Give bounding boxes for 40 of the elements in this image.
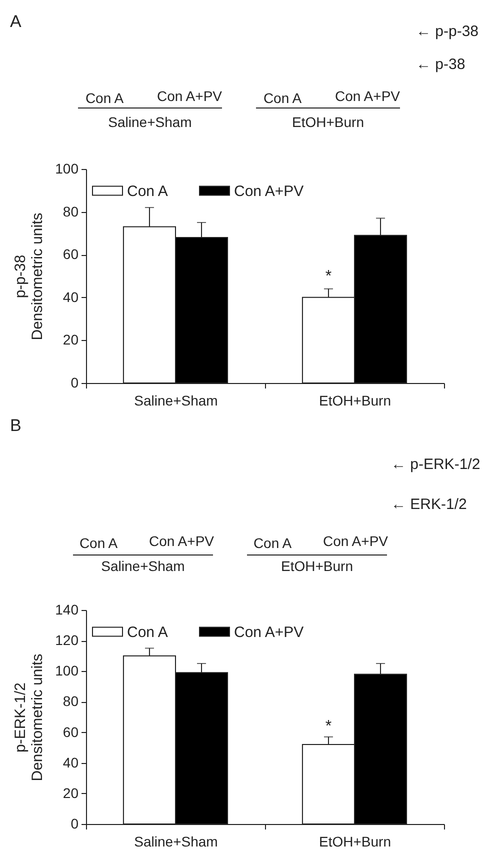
category-label: Saline+Sham [108,114,192,130]
y-tick-label: 140 [55,602,79,618]
category-label: EtOH+Burn [292,114,364,130]
y-tick-label: 60 [62,246,79,262]
y-tick-label: 80 [62,693,79,710]
legend-label: Con A+PV [234,624,304,641]
text: Con A+PV [157,88,222,104]
text: Con A [253,535,292,551]
text: ← p-38 [416,56,466,73]
category-label: EtOH+Burn [281,558,353,574]
y-axis-title: p-p-38 Densitometric units [12,212,46,340]
chart-title: A [10,12,22,31]
y-tick-label: 80 [62,203,79,220]
text: ← ERK-1/2 [391,496,467,513]
annotation: * [325,718,332,736]
y-tick-label: 100 [55,160,79,176]
annotation: * [325,268,332,285]
y-tick-label: 60 [62,724,79,740]
y-tick-label: 40 [62,754,79,770]
y-tick-label: 120 [55,632,79,648]
text: ← p-ERK-1/2 [391,456,480,473]
chart-title: B [10,416,22,435]
y-tick-label: 20 [62,332,79,348]
y-tick-label: 20 [62,784,79,801]
text: Con A+PV [335,88,400,104]
legend-label: Con A [127,182,168,200]
legend-label: Con A+PV [234,182,304,200]
legend-label: Con A [127,624,168,641]
text: Con A [85,90,124,106]
text: Con A+PV [149,533,214,549]
y-tick-label: 100 [55,662,79,679]
text: Con A+PV [323,533,388,549]
y-tick-label: 0 [70,374,79,390]
y-tick-label: 40 [62,288,79,305]
text: Con A [263,90,302,106]
text: ← p-p-38 [416,23,479,40]
category-label: Saline+Sham [101,558,185,574]
y-tick-label: 0 [70,816,79,832]
text: Con A [79,535,118,551]
y-axis-title: p-ERK-1/2 Densitometric units [12,654,46,782]
